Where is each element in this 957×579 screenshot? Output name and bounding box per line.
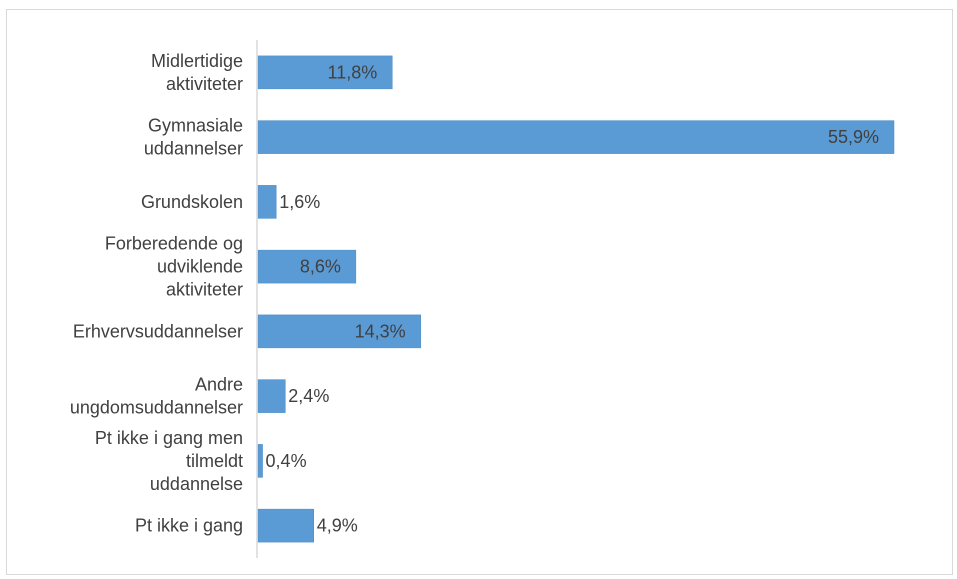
category-label-erhvervsuddannelser: Erhvervsuddannelser xyxy=(73,321,243,341)
category-label-andre-ungdomsuddannelser: Andre ungdomsuddannelser xyxy=(70,375,243,418)
data-label-pt-ikke-i-gang: 4,9% xyxy=(317,516,358,536)
data-labels-group: 11,8% 55,9% 1,6% 8,6% 14,3% 2,4% 0,4% 4,9% xyxy=(266,62,879,535)
bar-midlertidige-aktiviteter xyxy=(257,55,393,90)
category-label-grundskolen: Grundskolen xyxy=(141,192,243,212)
data-label-grundskolen: 1,6% xyxy=(279,192,320,212)
category-label-gymnasiale-uddannelser: Gymnasiale uddannelser xyxy=(144,116,243,159)
bar-pt-ikke-i-gang-men-tilmeldt-uddannelse xyxy=(257,444,263,478)
bar-forberedende-og-udviklende-aktiviteter xyxy=(257,249,357,284)
data-label-gymnasiale-uddannelser: 55,9% xyxy=(828,127,879,147)
category-label-midlertidige-aktiviteter: Midlertidige aktiviteter xyxy=(151,51,243,94)
data-label-forberedende-og-udviklende-aktiviteter: 8,6% xyxy=(300,257,341,277)
data-label-andre-ungdomsuddannelser: 2,4% xyxy=(288,386,329,406)
bar-gymnasiale-uddannelser xyxy=(257,120,895,154)
bar-andre-ungdomsuddannelser xyxy=(257,379,286,413)
category-label-pt-ikke-i-gang: Pt ikke i gang xyxy=(135,516,243,536)
bar-pt-ikke-i-gang xyxy=(257,508,314,543)
bar-erhvervsuddannelser xyxy=(257,314,421,349)
data-label-midlertidige-aktiviteter: 11,8% xyxy=(328,62,378,82)
data-label-erhvervsuddannelser: 14,3% xyxy=(355,321,406,341)
category-labels-group: Midlertidige aktiviteter Gymnasiale uddanne… xyxy=(70,51,243,536)
bars-group xyxy=(257,55,895,543)
chart-frame xyxy=(6,9,953,575)
category-label-forberedende-og-udviklende-aktiviteter: Forberedende og udviklende aktiviteter xyxy=(105,234,243,300)
bar-grundskolen xyxy=(257,185,277,219)
category-label-pt-ikke-i-gang-men-tilmeldt-uddannelse: Pt ikke i gang men tilmeldt uddannelse xyxy=(95,428,243,494)
data-label-pt-ikke-i-gang-men-tilmeldt-uddannelse: 0,4% xyxy=(266,451,307,471)
